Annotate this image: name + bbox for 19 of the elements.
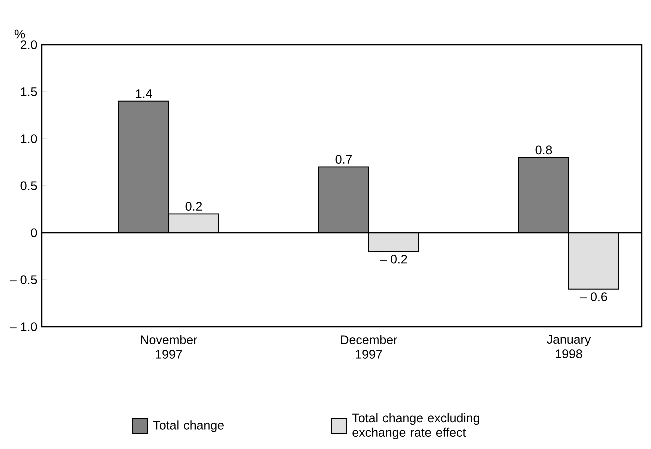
data-label: 0.2	[186, 202, 202, 211]
x-tick-label: November 1997	[141, 335, 198, 359]
y-tick-label: 0.5	[20, 182, 38, 190]
y-axis-title: %	[14, 30, 26, 39]
y-tick-label: – 1.0	[10, 322, 38, 332]
y-tick-label: 2.0	[20, 40, 38, 50]
data-label: 1.4	[136, 90, 152, 98]
data-label: – 0.2	[380, 254, 408, 264]
data-label: 0.7	[336, 155, 352, 164]
x-tick-label: December 1997	[341, 335, 398, 359]
data-label: – 0.6	[580, 292, 608, 302]
y-tick-label: 1.0	[21, 134, 38, 144]
data-label: 0.8	[536, 146, 552, 155]
y-tick-label: 0	[31, 228, 38, 238]
x-tick-label: January 1998	[547, 335, 592, 358]
legend-label: Total change	[153, 420, 224, 432]
legend-label: Total change excluding exchange rate effect	[352, 413, 480, 440]
y-tick-label: – 0.5	[10, 276, 38, 284]
y-tick-label: 1.5	[21, 88, 38, 96]
